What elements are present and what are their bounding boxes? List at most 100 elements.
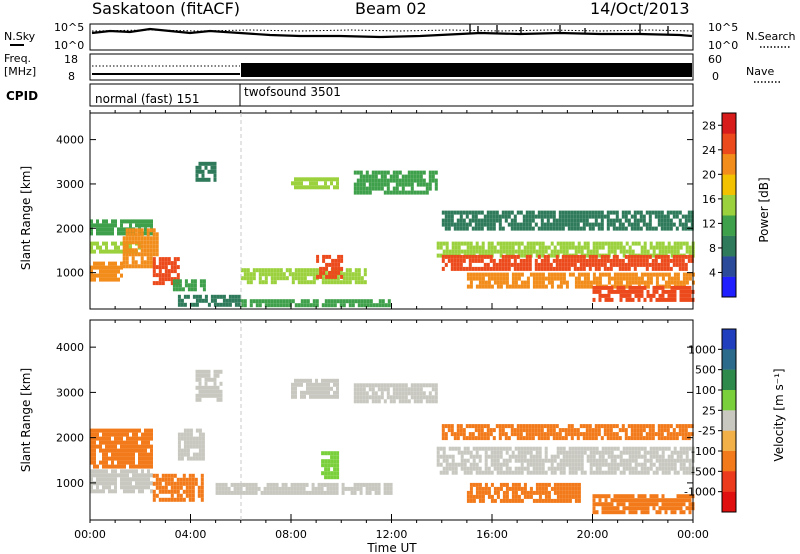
range-cell	[150, 456, 153, 461]
range-cell	[102, 489, 105, 494]
range-cell	[649, 502, 653, 507]
range-cell	[580, 280, 584, 285]
range-cell	[356, 387, 360, 392]
range-cell	[562, 470, 566, 475]
range-cell	[582, 226, 586, 231]
range-cell	[601, 506, 605, 511]
velocity-heatmap	[90, 369, 695, 515]
range-cell	[484, 486, 488, 491]
range-cell	[594, 262, 598, 267]
range-cell	[357, 299, 361, 304]
range-cell	[537, 262, 541, 267]
range-cell	[291, 272, 295, 277]
range-cell	[353, 170, 357, 175]
range-cell	[90, 456, 93, 461]
range-cell	[132, 485, 135, 490]
range-cell	[456, 432, 460, 437]
range-cell	[474, 254, 478, 259]
range-cell	[523, 284, 527, 289]
range-cell	[135, 481, 138, 486]
range-cell	[471, 226, 475, 231]
range-cell	[348, 272, 352, 277]
range-cell	[183, 444, 187, 449]
range-cell	[576, 254, 580, 259]
range-cell	[102, 473, 105, 478]
range-cell	[114, 473, 117, 478]
range-cell	[447, 214, 451, 219]
range-cell	[553, 466, 557, 471]
range-cell	[195, 377, 199, 382]
range-cell	[386, 395, 390, 400]
range-cell	[120, 452, 123, 457]
range-cell	[535, 470, 539, 475]
range-cell	[155, 281, 159, 286]
range-cell	[562, 241, 566, 246]
range-cell	[359, 490, 363, 495]
range-cell	[293, 482, 297, 487]
range-cell	[478, 249, 482, 254]
range-cell	[631, 454, 635, 459]
range-cell	[670, 249, 674, 254]
range-cell	[504, 424, 508, 429]
range-cell	[144, 473, 147, 478]
range-cell	[141, 440, 144, 445]
range-cell	[152, 273, 156, 278]
range-cell	[198, 161, 202, 166]
range-cell	[511, 470, 515, 475]
range-cell	[363, 280, 367, 285]
range-cell	[200, 497, 204, 502]
range-cell	[586, 458, 590, 463]
range-cell	[356, 395, 360, 400]
range-cell	[344, 486, 348, 491]
range-cell	[580, 450, 584, 455]
range-cell	[466, 272, 470, 277]
range-cell	[138, 448, 141, 453]
range-cell	[537, 210, 541, 215]
range-cell	[531, 428, 535, 433]
range-cell	[604, 498, 608, 503]
range-cell	[173, 261, 177, 266]
range-cell	[131, 248, 135, 253]
range-cell	[561, 210, 565, 215]
range-cell	[636, 210, 640, 215]
range-cell	[528, 424, 532, 429]
range-cell	[191, 477, 195, 482]
range-cell	[661, 470, 665, 475]
range-cell	[377, 387, 381, 392]
range-cell	[117, 464, 120, 469]
range-cell	[108, 277, 111, 282]
range-cell	[387, 299, 391, 304]
range-cell	[553, 245, 557, 250]
range-cell	[619, 241, 623, 246]
range-cell	[471, 266, 475, 271]
range-cell	[150, 489, 153, 494]
range-cell	[673, 276, 677, 281]
range-cell	[520, 249, 524, 254]
range-cell	[164, 481, 168, 486]
range-cell	[434, 186, 438, 191]
range-cell	[462, 428, 466, 433]
range-cell	[359, 178, 363, 183]
range-cell	[170, 489, 174, 494]
range-cell	[478, 280, 482, 285]
range-cell	[504, 262, 508, 267]
range-cell	[401, 190, 405, 195]
range-cell	[478, 498, 482, 503]
range-cell	[685, 241, 689, 246]
range-cell	[507, 266, 511, 271]
range-cell	[661, 466, 665, 471]
range-cell	[111, 231, 114, 236]
range-cell	[498, 428, 502, 433]
range-cell	[183, 436, 187, 441]
scatter-band	[353, 383, 438, 404]
range-cell	[108, 231, 111, 236]
range-cell	[670, 466, 674, 471]
y-tick-label: 1000	[56, 477, 84, 490]
range-cell	[657, 432, 661, 437]
range-cell	[619, 293, 623, 298]
range-cell	[645, 258, 649, 263]
range-cell	[318, 386, 321, 391]
range-cell	[120, 428, 123, 433]
range-cell	[141, 481, 144, 486]
range-cell	[210, 298, 214, 303]
